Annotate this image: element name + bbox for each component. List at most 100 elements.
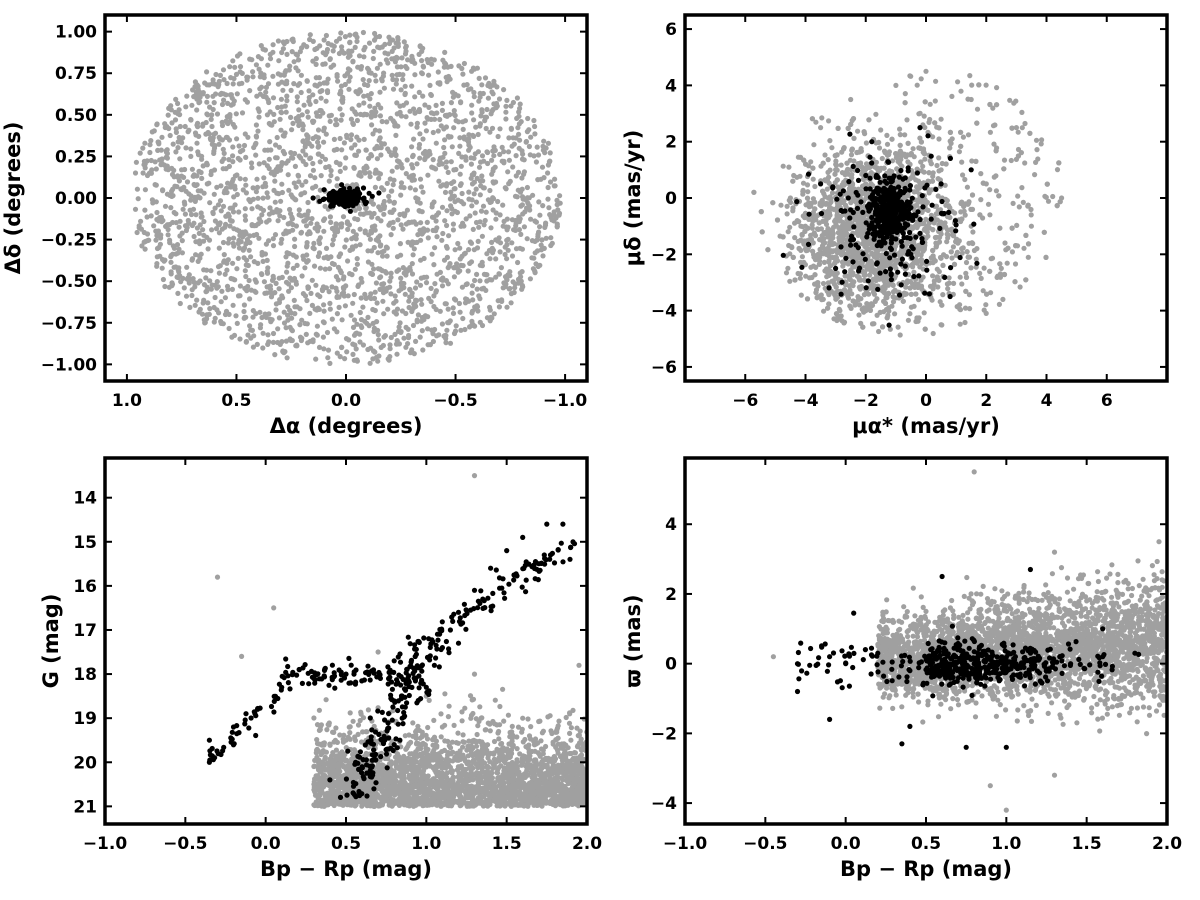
field-star-point bbox=[469, 110, 475, 116]
field-star-point bbox=[290, 227, 296, 233]
field-star-point bbox=[357, 309, 363, 316]
field-star-point bbox=[365, 314, 371, 320]
field-star-point bbox=[422, 102, 428, 108]
field-star-point bbox=[362, 230, 368, 236]
field-star-point bbox=[396, 324, 402, 330]
field-star-point bbox=[519, 282, 526, 289]
field-star-point bbox=[524, 236, 530, 242]
field-star-point bbox=[849, 146, 855, 152]
field-star-point bbox=[819, 115, 825, 121]
field-star-point bbox=[820, 251, 826, 257]
field-star-point bbox=[959, 281, 965, 287]
field-star-point bbox=[403, 171, 409, 177]
field-star-point bbox=[314, 221, 320, 227]
field-star-point bbox=[493, 237, 499, 243]
field-star-point bbox=[338, 30, 344, 36]
field-star-point bbox=[186, 127, 192, 133]
field-star-point bbox=[432, 281, 438, 287]
field-star-point bbox=[261, 279, 267, 285]
field-star-point bbox=[978, 171, 984, 177]
field-star-point bbox=[202, 80, 208, 86]
field-star-point bbox=[389, 188, 395, 194]
field-star-point bbox=[360, 112, 366, 118]
field-star-point bbox=[532, 131, 538, 137]
field-star-point bbox=[339, 112, 345, 118]
field-star-point bbox=[930, 273, 936, 279]
field-star-point bbox=[950, 244, 957, 250]
field-star-point bbox=[549, 240, 555, 246]
field-star-point bbox=[469, 283, 476, 289]
field-star-point bbox=[785, 265, 791, 271]
field-star-point bbox=[147, 149, 153, 156]
field-star-point bbox=[538, 247, 545, 253]
field-star-point bbox=[872, 298, 878, 304]
field-star-point bbox=[371, 37, 378, 43]
field-star-point bbox=[337, 91, 343, 97]
field-star-point bbox=[397, 211, 403, 218]
field-star-point bbox=[485, 82, 491, 89]
field-star-point bbox=[468, 259, 475, 265]
field-star-point bbox=[237, 69, 243, 75]
field-star-point bbox=[1015, 193, 1021, 199]
field-star-point bbox=[329, 284, 335, 290]
field-star-point bbox=[804, 296, 811, 302]
field-star-point bbox=[907, 285, 913, 291]
field-star-point bbox=[397, 320, 403, 326]
member-star-point bbox=[338, 187, 344, 193]
field-star-point bbox=[317, 81, 323, 87]
field-star-point bbox=[214, 184, 220, 190]
field-star-point bbox=[897, 132, 903, 138]
field-star-point bbox=[173, 251, 179, 257]
field-star-point bbox=[785, 229, 791, 235]
field-star-point bbox=[800, 180, 807, 186]
field-star-point bbox=[493, 100, 500, 107]
field-star-point bbox=[299, 335, 305, 341]
field-star-point bbox=[505, 224, 511, 230]
field-star-point bbox=[514, 95, 521, 101]
field-star-point bbox=[260, 93, 266, 99]
field-star-point bbox=[523, 138, 530, 145]
field-star-point bbox=[479, 233, 485, 239]
field-star-point bbox=[375, 238, 382, 244]
field-star-point bbox=[190, 87, 196, 93]
field-star-point bbox=[801, 259, 807, 265]
field-star-point bbox=[344, 132, 350, 138]
field-star-point bbox=[218, 320, 224, 326]
field-star-point bbox=[814, 280, 821, 286]
field-star-point bbox=[451, 179, 457, 185]
field-star-point bbox=[437, 158, 443, 164]
field-star-point bbox=[215, 284, 221, 290]
field-star-point bbox=[325, 347, 332, 353]
member-star-point bbox=[329, 195, 335, 201]
field-star-point bbox=[369, 214, 375, 220]
field-star-point bbox=[316, 237, 322, 244]
field-star-point bbox=[266, 238, 272, 244]
field-star-point bbox=[235, 155, 241, 161]
field-star-point bbox=[173, 220, 179, 226]
field-star-point bbox=[512, 285, 518, 291]
field-star-point bbox=[450, 227, 456, 233]
field-star-point bbox=[266, 217, 272, 223]
field-star-point bbox=[179, 238, 185, 244]
field-star-point bbox=[275, 38, 281, 44]
field-star-point bbox=[459, 154, 465, 160]
field-star-point bbox=[290, 155, 296, 161]
field-star-point bbox=[419, 70, 425, 76]
field-star-point bbox=[170, 193, 176, 199]
field-star-point bbox=[322, 80, 328, 86]
field-star-point bbox=[216, 245, 222, 251]
field-star-point bbox=[974, 106, 981, 112]
field-star-point bbox=[372, 146, 378, 152]
field-star-point bbox=[372, 184, 378, 190]
field-star-point bbox=[195, 124, 201, 130]
field-star-point bbox=[402, 91, 408, 98]
field-star-point bbox=[144, 214, 150, 220]
field-star-point bbox=[220, 67, 227, 73]
field-star-point bbox=[873, 164, 879, 170]
field-star-point bbox=[916, 297, 922, 303]
field-star-point bbox=[250, 69, 256, 75]
field-star-point bbox=[222, 295, 228, 301]
field-star-point bbox=[381, 205, 387, 211]
field-star-point bbox=[156, 218, 162, 224]
field-star-point bbox=[451, 111, 457, 117]
